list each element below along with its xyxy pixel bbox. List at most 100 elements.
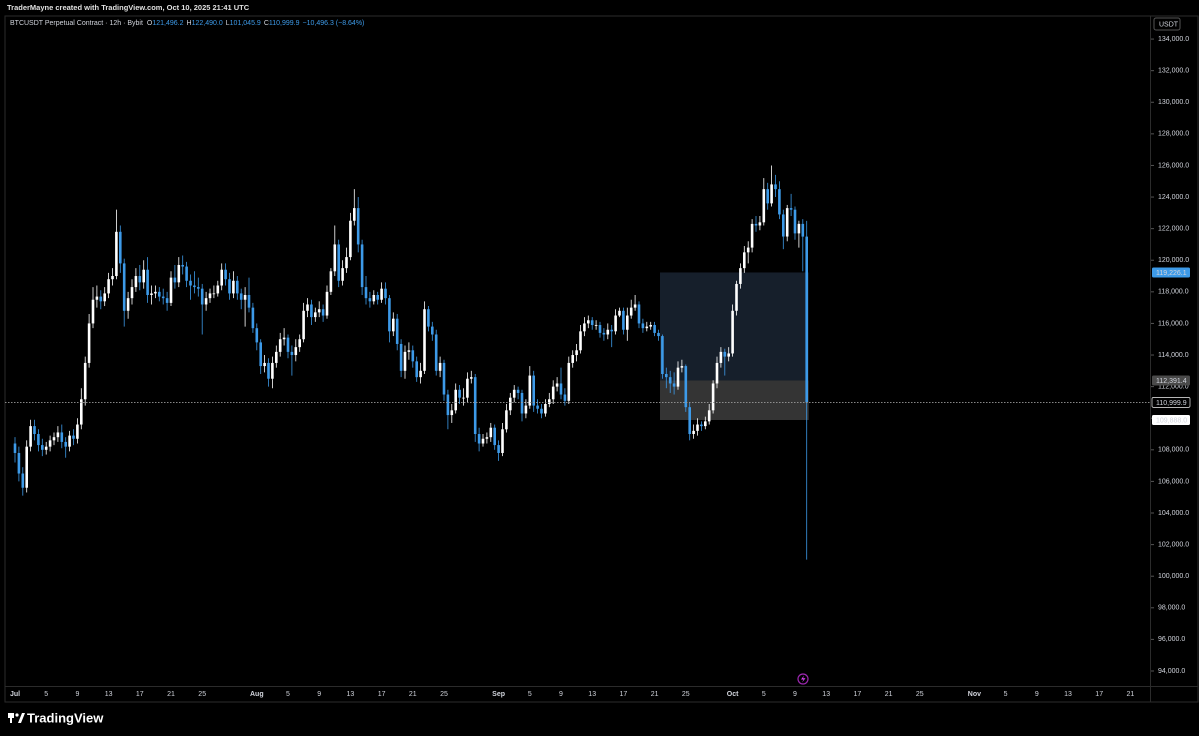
price-marker — [1152, 375, 1190, 386]
x-tick-label: Jul — [10, 691, 20, 698]
candle-body — [13, 443, 17, 453]
candle-body — [341, 268, 344, 281]
candle-body — [185, 266, 188, 281]
candle-body — [165, 298, 169, 303]
y-tick-label: 132,000.0 — [1158, 68, 1189, 75]
x-tick-label: 17 — [620, 691, 628, 698]
price-marker-label: 119,226.1 — [1156, 270, 1187, 277]
y-tick-label: 104,000.0 — [1158, 510, 1189, 517]
candle-body — [727, 353, 730, 357]
legend-change: −10,496.3 (−8.64%) — [303, 20, 365, 27]
y-tick-label: 96,000.0 — [1158, 636, 1185, 643]
candle-body — [251, 307, 255, 329]
candle-body — [477, 434, 481, 444]
candle-body — [72, 435, 75, 439]
zone — [660, 272, 809, 381]
candle-body — [271, 362, 274, 379]
y-tick-label: 94,000.0 — [1158, 668, 1185, 675]
candle-body — [637, 304, 641, 324]
candle-body — [247, 294, 251, 308]
candle-body — [368, 298, 372, 302]
candle-body — [704, 421, 707, 427]
legend-key: O — [147, 20, 153, 27]
candle-body — [423, 309, 426, 371]
candle-body — [462, 397, 465, 399]
x-tick-label: 5 — [286, 691, 290, 698]
zone — [660, 380, 809, 420]
x-tick-label: 17 — [854, 691, 862, 698]
x-tick-label: 17 — [136, 691, 144, 698]
candle-body — [746, 247, 750, 253]
candle-body — [314, 312, 317, 318]
candle-body — [770, 184, 773, 204]
candle-body — [684, 366, 688, 408]
candle-body — [645, 326, 649, 329]
candle-body — [629, 307, 633, 316]
y-tick-label: 112,000.0 — [1158, 383, 1189, 390]
candle-body — [41, 445, 44, 450]
candle-body — [606, 329, 610, 335]
candle-body — [56, 432, 60, 438]
candle-body — [575, 350, 578, 356]
candle-body — [665, 373, 668, 378]
candle-body — [583, 323, 586, 332]
candle-body — [766, 189, 769, 204]
legend-key: H — [187, 20, 192, 27]
candle-body — [380, 288, 383, 300]
candle-body — [602, 332, 606, 335]
x-tick-label: Nov — [968, 691, 981, 698]
candle-body — [505, 410, 508, 430]
candle-body — [263, 362, 266, 367]
candle-body — [778, 189, 781, 215]
x-tick-label: 9 — [559, 691, 563, 698]
x-tick-label: 13 — [588, 691, 596, 698]
candle-body — [551, 386, 555, 400]
candle-body — [750, 223, 754, 248]
candle-body — [801, 223, 805, 237]
candle-body — [571, 355, 574, 363]
candle-body — [321, 309, 325, 316]
candle-body — [676, 367, 680, 387]
candle-body — [793, 209, 797, 234]
candle-body — [579, 331, 582, 351]
candle-body — [95, 296, 99, 300]
x-tick-label: 5 — [44, 691, 48, 698]
candle-body — [528, 375, 532, 406]
logo: TradingView — [27, 710, 104, 725]
y-tick-label: 120,000.0 — [1158, 257, 1189, 264]
legend-value: 101,045.9 — [230, 20, 261, 27]
candle-body — [193, 285, 196, 288]
candle-body — [516, 389, 520, 393]
x-tick-label: 25 — [682, 691, 690, 698]
candle-body — [688, 407, 691, 435]
candle-body — [758, 222, 762, 226]
candle-body — [555, 383, 559, 387]
candle-body — [173, 277, 177, 283]
candle-body — [715, 362, 719, 384]
candle-body — [255, 328, 259, 343]
candle-body — [493, 427, 496, 446]
candle-body — [548, 399, 551, 405]
candle-body — [161, 296, 165, 299]
x-tick-label: Oct — [727, 691, 739, 698]
candle-body — [411, 350, 415, 362]
candle-body — [438, 362, 442, 371]
candle-body — [345, 257, 348, 269]
candle-body — [723, 351, 727, 357]
candle-body — [415, 361, 418, 378]
candle-body — [661, 336, 664, 374]
candle-body — [17, 452, 21, 474]
y-tick-label: 118,000.0 — [1158, 289, 1189, 296]
candle-body — [146, 269, 149, 295]
candle-body — [259, 342, 262, 367]
candle-body — [119, 231, 122, 264]
candle-body — [25, 446, 28, 488]
x-tick-label: 25 — [916, 691, 924, 698]
candle-body — [805, 236, 808, 403]
candle-body — [707, 410, 711, 422]
candle-body — [614, 315, 617, 332]
candle-body — [731, 310, 734, 354]
candle-body — [154, 291, 157, 294]
